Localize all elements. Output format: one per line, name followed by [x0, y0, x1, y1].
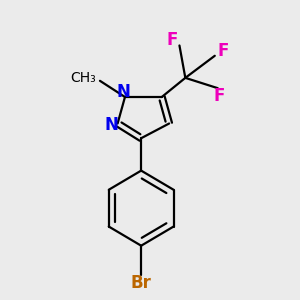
Text: F: F [214, 86, 225, 104]
Text: F: F [218, 42, 229, 60]
Text: N: N [117, 83, 130, 101]
Text: N: N [105, 116, 119, 134]
Text: F: F [167, 31, 178, 49]
Text: CH₃: CH₃ [70, 71, 95, 85]
Text: Br: Br [131, 274, 152, 292]
